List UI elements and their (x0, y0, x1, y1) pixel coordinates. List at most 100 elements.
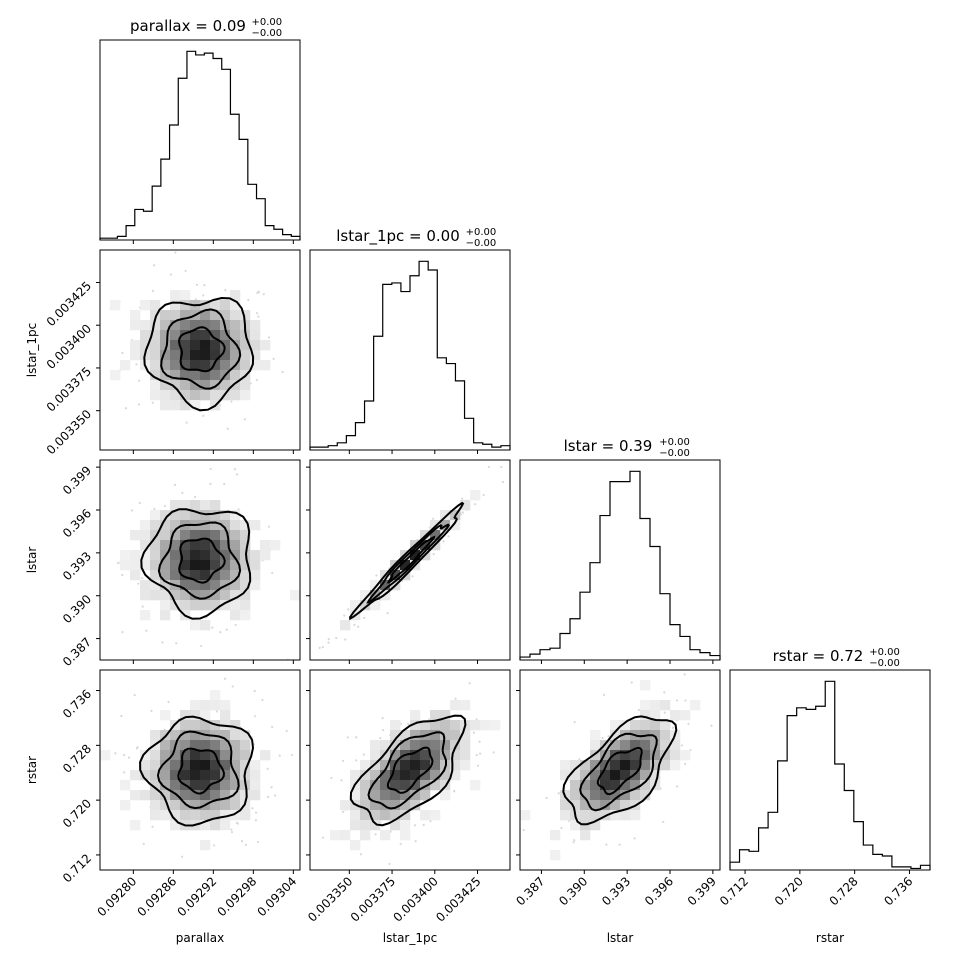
scatter-point (578, 758, 581, 761)
density-cell (140, 580, 151, 591)
scatter-point (136, 746, 139, 749)
density-cell (160, 590, 171, 601)
density-cell (370, 600, 381, 611)
density-cell (220, 300, 231, 311)
title-rstar: rstar = 0.72 (773, 647, 864, 665)
density-cell (170, 810, 181, 821)
density-cell (150, 510, 161, 521)
contour-level-3 (143, 296, 255, 412)
density-cell (290, 590, 300, 601)
density-cell (150, 350, 161, 361)
density-cell (380, 750, 391, 761)
axes-frame (309, 669, 511, 871)
density-cell (390, 720, 401, 731)
density-cell (180, 730, 191, 741)
density-cell (170, 800, 181, 811)
density-cell (260, 550, 271, 561)
scatter-point (735, 712, 737, 714)
density-cell (440, 770, 451, 781)
contour-level-3 (140, 508, 252, 620)
scatter-point (725, 728, 727, 730)
density-cell (200, 740, 211, 751)
density-cell (130, 550, 141, 561)
density-cell (420, 720, 431, 731)
scatter-point (159, 691, 161, 693)
panel-parallax-lstar_1pc (96, 249, 301, 454)
contour-level-3 (349, 501, 465, 621)
scatter-point (254, 715, 257, 718)
density-cell (640, 770, 651, 781)
density-cell (660, 730, 671, 741)
density-cell (610, 740, 621, 751)
contour-level-3 (562, 715, 678, 826)
density-cell (440, 740, 451, 751)
density-cell (570, 770, 581, 781)
density-cell (230, 370, 241, 381)
density-cell (180, 340, 191, 351)
scatter-point (461, 511, 465, 514)
scatter-point (169, 273, 172, 276)
x-tick-label: 0.390 (556, 874, 590, 908)
x-tick-label: 0.728 (827, 874, 861, 908)
density-cell (220, 780, 231, 791)
density-cell (410, 770, 421, 781)
x-tick-label: 0.09298 (214, 874, 259, 919)
density-cell (150, 520, 161, 531)
density-cell (450, 750, 461, 761)
density-cell (470, 490, 481, 501)
scatter-point (683, 673, 686, 676)
scatter-point (270, 786, 273, 789)
density-cell (220, 600, 231, 611)
scatter-point (413, 824, 417, 827)
density-cell (340, 830, 351, 841)
scatter-point (399, 842, 402, 846)
scatter-point (130, 509, 133, 512)
scatter-point (327, 641, 330, 644)
scatter-point (442, 540, 445, 543)
axes-frame (99, 249, 301, 451)
density-cell (160, 390, 171, 401)
y-tick-label: 0.396 (60, 506, 94, 540)
scatter-point (262, 293, 265, 296)
density-cell (640, 710, 651, 721)
density-cell (240, 580, 251, 591)
scatter-point (382, 729, 385, 732)
density-cell (160, 380, 171, 391)
density-cell (200, 820, 211, 831)
density-cell (600, 800, 611, 811)
x-axis-label-lstar: lstar (607, 931, 634, 945)
scatter-point (341, 759, 345, 762)
scatter-point (605, 843, 608, 846)
density-cell (150, 530, 161, 541)
density-cell (460, 500, 471, 511)
scatter-point (123, 771, 126, 774)
density-cell (360, 760, 371, 771)
density-cell (580, 810, 591, 821)
density-cell (170, 500, 181, 511)
histogram-lstar: lstar = 0.39 +0.00−0.00 (519, 437, 721, 664)
scatter-point (362, 753, 365, 756)
density-cell (180, 500, 191, 511)
density-cell (410, 740, 421, 751)
density-cell (420, 770, 431, 781)
density-cell (610, 810, 621, 821)
density-cell (390, 790, 401, 801)
density-cell (200, 780, 211, 791)
density-cell (140, 530, 151, 541)
scatter-point (175, 642, 178, 645)
density-cell (550, 830, 561, 841)
density-cell (630, 720, 641, 731)
density-cell (170, 760, 181, 771)
scatter-point (355, 759, 358, 762)
scatter-point (251, 807, 254, 810)
density-cell (430, 750, 441, 761)
density-cell (170, 300, 181, 311)
density-cell (160, 790, 171, 801)
contour-level-1 (177, 747, 226, 795)
density-cell (180, 370, 191, 381)
scatter-point (138, 379, 141, 382)
y-tick-label: 0.003400 (44, 321, 94, 371)
density-cell (190, 350, 201, 361)
density-cell (180, 360, 191, 371)
density-cell (590, 730, 601, 741)
